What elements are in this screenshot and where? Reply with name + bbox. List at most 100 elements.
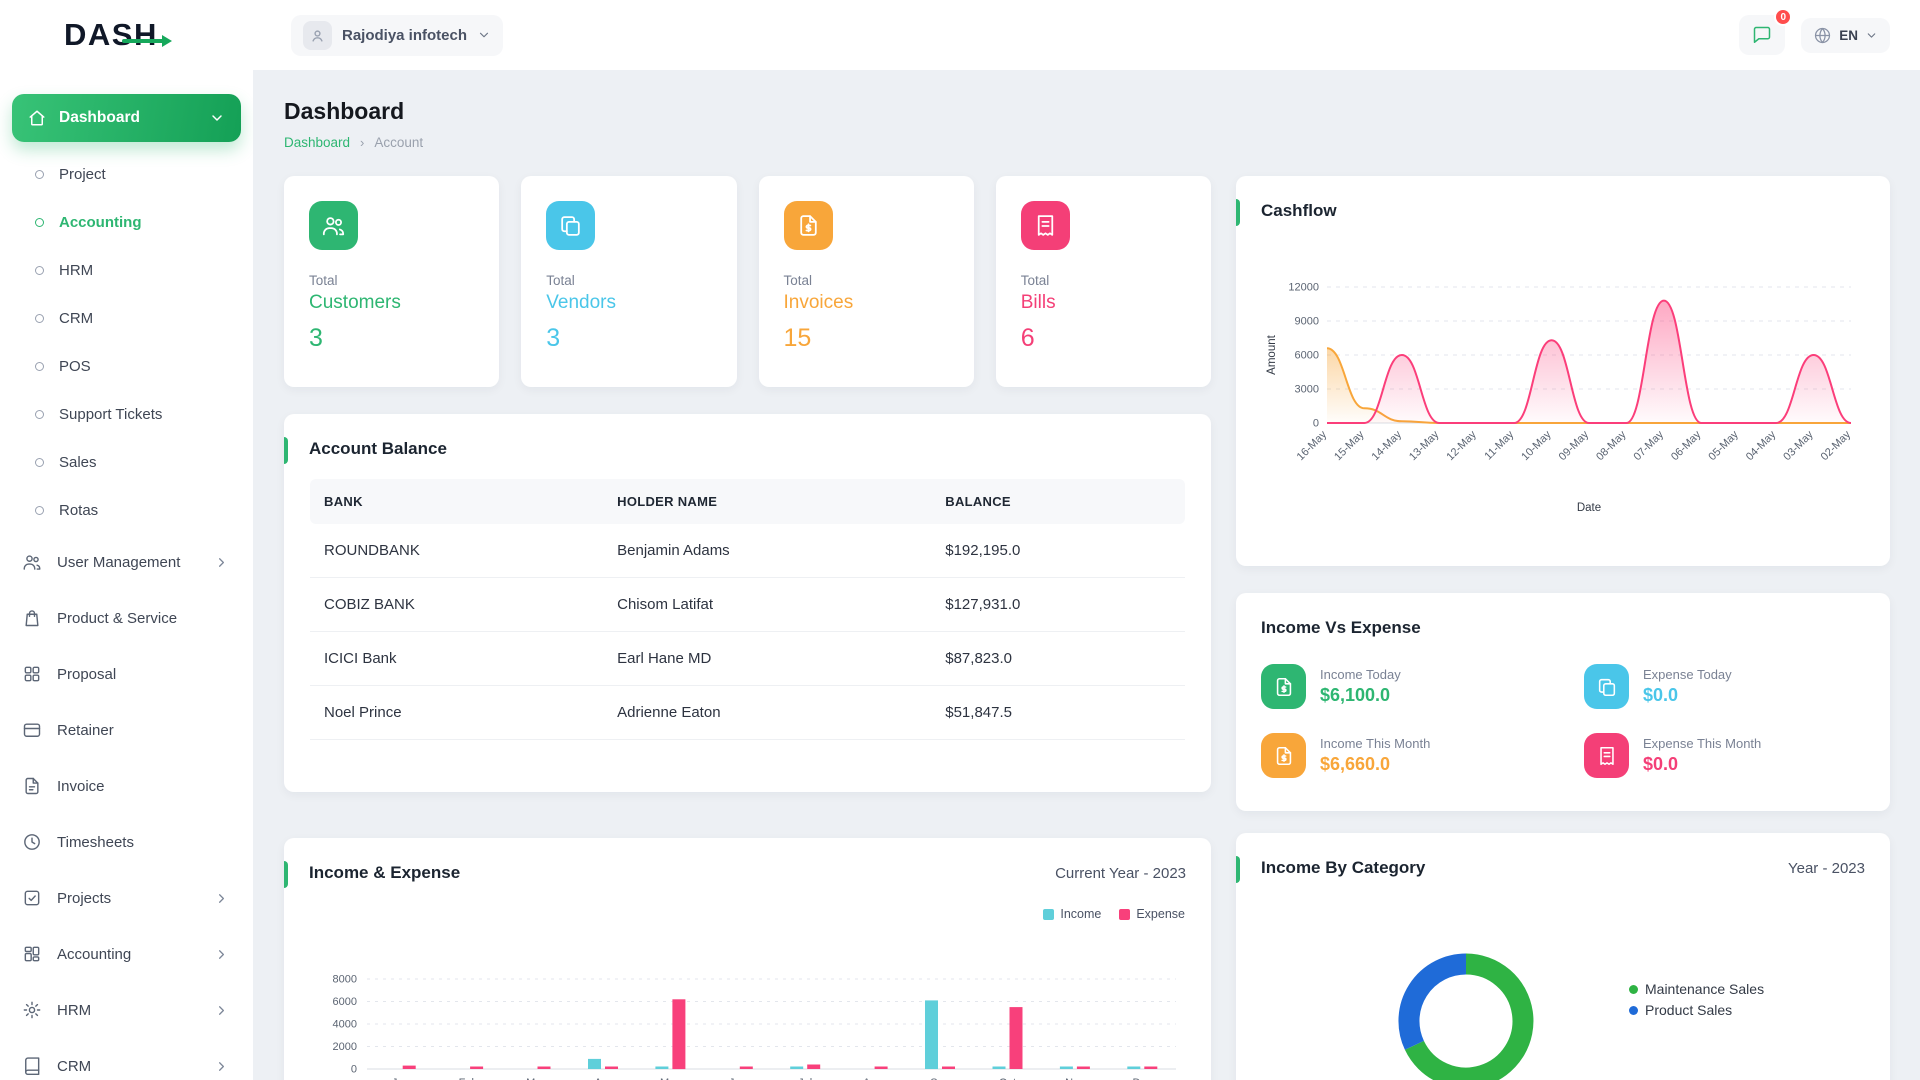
svg-text:3000: 3000 [1295,384,1319,396]
income-by-category-card: Income By Category Year - 2023 Maintenan… [1236,833,1890,1080]
sidebar-item-sales[interactable]: Sales [12,438,241,486]
breadcrumb: Dashboard › Account [284,135,1890,150]
breadcrumb-dashboard-link[interactable]: Dashboard [284,135,351,150]
org-switcher[interactable]: Rajodiya infotech [291,14,504,56]
sidebar-item-retainer[interactable]: Retainer [12,702,241,758]
card-title: Income & Expense [309,863,461,882]
svg-text:11-May: 11-May [1482,428,1516,462]
stats-row: Total Customers 3 Total Vendors 3 Total Invoice… [284,176,1211,387]
sidebar-item-proposal[interactable]: Proposal [12,646,241,702]
table-cell: Benjamin Adams [603,524,932,578]
metric-expense-today: Expense Today $0.0 [1584,664,1865,709]
logo-text: DASH [64,17,158,52]
clipboard-icon [1598,678,1615,696]
file-dollar-icon [1276,677,1291,696]
sidebar-item-timesheets[interactable]: Timesheets [12,814,241,870]
sidebar-item-label: HRM [57,1001,92,1019]
file-dollar-icon [1276,746,1291,765]
sidebar: Dashboard Project Accounting HRM CRM POS Supp… [0,70,253,1080]
metric-value: $0.0 [1643,754,1679,774]
book-icon [25,1057,40,1076]
sidebar-item-accounting[interactable]: Accounting [12,926,241,982]
legend-item: Expense [1119,907,1185,921]
sidebar-item-pos[interactable]: POS [12,342,241,390]
card-period: Current Year - 2023 [1055,864,1186,882]
income-vs-expense-card: Income Vs Expense Income Today $6,100.0 Ex… [1236,593,1890,811]
file-icon [25,777,39,795]
sidebar-item-label: Project [59,165,106,183]
sidebar-item-project[interactable]: Project [12,150,241,198]
chat-badge: 0 [1774,8,1793,26]
sidebar-item-hrm[interactable]: HRM [12,246,241,294]
table-cell: $51,847.5 [931,685,1185,740]
table-row: ROUNDBANK Benjamin Adams $192,195.0 [310,524,1185,578]
sidebar-item-label: POS [59,357,91,375]
bullet-icon [35,505,44,515]
gear-icon [23,1001,41,1019]
sidebar-item-label: CRM [59,309,94,327]
sidebar-item-invoice[interactable]: Invoice [12,758,241,814]
svg-text:Mar: Mar [526,1077,545,1080]
bullet-icon [35,169,44,179]
sidebar-item-product-service[interactable]: Product & Service [12,590,241,646]
sidebar-item-crm[interactable]: CRM [12,294,241,342]
users-icon [322,217,345,236]
stat-card-bills: Total Bills 6 [995,176,1211,387]
sidebar-item-label: User Management [57,553,181,571]
chevron-right-icon [219,1005,224,1015]
stat-prefix: Total [309,273,338,288]
metric-value: $0.0 [1643,685,1679,705]
table-cell: $192,195.0 [931,524,1185,578]
table-cell: COBIZ BANK [310,577,604,632]
sidebar-item-label: Accounting [59,213,142,231]
svg-text:Nov: Nov [1065,1077,1085,1080]
card-title: Income By Category [1261,858,1426,877]
svg-text:9000: 9000 [1295,316,1319,328]
org-name: Rajodiya infotech [342,26,468,44]
file-dollar-icon [799,215,817,236]
chevron-right-icon [219,893,224,903]
sidebar-item-hrm[interactable]: HRM [12,982,241,1038]
income-expense-chart: 0 2000 4000 6000 8000 Jan Feb Mar Apr May Jun Jul Au… [333,974,1176,1080]
globe-icon [1815,27,1831,43]
sidebar-item-label: Sales [59,453,97,471]
svg-text:Jul: Jul [798,1077,812,1080]
topbar: DASH Rajodiya infotech 0 EN [0,0,1920,70]
svg-text:Jan: Jan [392,1077,410,1080]
stat-prefix: Total [546,273,575,288]
app-logo[interactable]: DASH [64,17,173,53]
metric-value: $6,100.0 [1320,685,1391,705]
svg-text:03-May: 03-May [1781,428,1816,463]
svg-text:04-May: 04-May [1744,428,1779,463]
metric-income-today: Income Today $6,100.0 [1261,664,1542,709]
svg-text:6000: 6000 [333,996,357,1008]
check-square-icon [24,890,40,906]
sidebar-item-support-tickets[interactable]: Support Tickets [12,390,241,438]
chat-button[interactable]: 0 [1739,8,1793,55]
table-cell: Chisom Latifat [603,577,932,632]
sidebar-item-label: Product & Service [57,609,178,627]
svg-text:Aug: Aug [863,1077,883,1080]
sidebar-item-label: HRM [59,261,94,279]
sidebar-item-dashboard[interactable]: Dashboard [12,94,241,142]
metric-label: Income Today [1320,667,1401,682]
bullet-icon [35,217,44,227]
logo-arrow-icon [122,34,173,47]
sidebar-item-user-management[interactable]: User Management [12,534,241,590]
svg-text:02-May: 02-May [1819,428,1854,463]
income-expense-card: Income & Expense Current Year - 2023 Inc… [284,838,1211,1080]
table-cell: ROUNDBANK [310,524,604,578]
stat-value: 3 [546,324,561,352]
stat-card-customers: Total Customers 3 [284,176,500,387]
language-selector[interactable]: EN [1801,17,1890,53]
sidebar-item-crm[interactable]: CRM [12,1038,241,1080]
topbar-actions: 0 EN [1739,8,1890,55]
sidebar-item-label: Dashboard [59,109,140,126]
svg-text:Sep: Sep [930,1077,950,1080]
svg-text:07-May: 07-May [1632,428,1667,463]
sidebar-item-rotas[interactable]: Rotas [12,486,241,534]
income-by-category-chart [1398,953,1534,1080]
sidebar-item-projects[interactable]: Projects [12,870,241,926]
sidebar-item-accounting[interactable]: Accounting [12,198,241,246]
column-header: BALANCE [931,479,1185,524]
